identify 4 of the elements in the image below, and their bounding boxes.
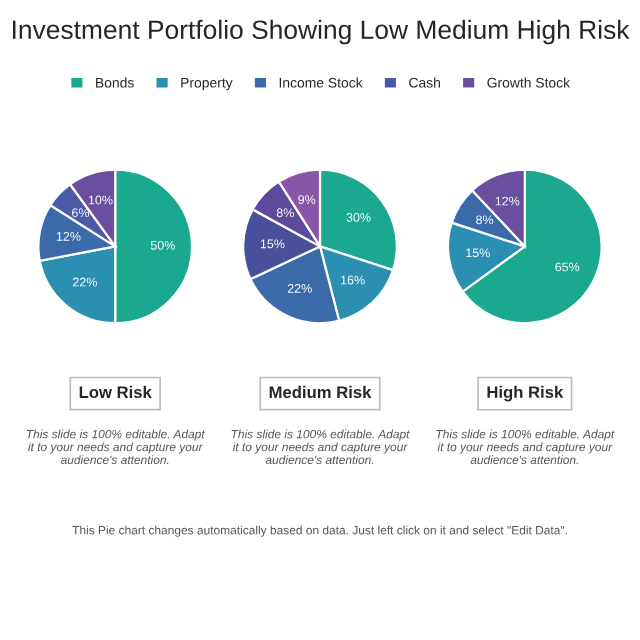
text: High Risk [487, 385, 564, 402]
chart-title: Investment Portfolio Showing Low Medium High Risk [12, 19, 630, 45]
text: Low Risk [79, 385, 152, 399]
text: Medium Risk [269, 385, 372, 399]
